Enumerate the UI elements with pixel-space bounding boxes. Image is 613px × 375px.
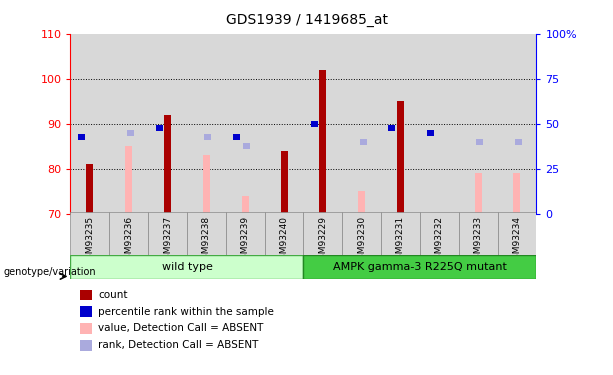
Bar — [80, 306, 92, 317]
Bar — [125, 146, 132, 214]
Text: GSM93232: GSM93232 — [435, 216, 444, 265]
Bar — [427, 130, 434, 136]
Text: GSM93236: GSM93236 — [124, 216, 133, 266]
Bar — [187, 34, 226, 214]
Bar — [420, 34, 459, 214]
Text: rank, Detection Call = ABSENT: rank, Detection Call = ABSENT — [98, 340, 259, 350]
Text: GSM93240: GSM93240 — [280, 216, 289, 265]
Text: genotype/variation: genotype/variation — [3, 267, 96, 277]
Bar — [187, 212, 226, 255]
Bar — [156, 125, 162, 131]
Text: GSM93239: GSM93239 — [241, 216, 249, 266]
Bar — [226, 212, 265, 255]
Bar — [203, 155, 210, 214]
Bar — [303, 212, 342, 255]
Text: GSM93233: GSM93233 — [474, 216, 482, 266]
Bar — [80, 290, 92, 300]
Bar — [148, 212, 187, 255]
Text: GDS1939 / 1419685_at: GDS1939 / 1419685_at — [226, 13, 387, 27]
Bar — [303, 34, 342, 214]
Bar — [242, 196, 249, 214]
Bar — [514, 173, 520, 214]
Bar — [420, 212, 459, 255]
Bar — [381, 212, 420, 255]
Bar — [476, 139, 483, 145]
Text: AMPK gamma-3 R225Q mutant: AMPK gamma-3 R225Q mutant — [333, 262, 507, 272]
Bar — [342, 34, 381, 214]
Bar — [148, 34, 187, 214]
Bar — [474, 173, 482, 214]
Bar — [397, 101, 404, 214]
Text: value, Detection Call = ABSENT: value, Detection Call = ABSENT — [98, 324, 264, 333]
Bar — [319, 70, 326, 214]
Bar — [342, 212, 381, 255]
Bar — [226, 34, 265, 214]
Bar — [70, 255, 303, 279]
Bar — [265, 34, 303, 214]
Bar — [498, 212, 536, 255]
Bar — [303, 255, 536, 279]
Bar — [459, 34, 498, 214]
Bar — [109, 34, 148, 214]
Bar — [80, 323, 92, 334]
Bar — [265, 212, 303, 255]
Bar — [70, 212, 109, 255]
Text: GSM93237: GSM93237 — [163, 216, 172, 266]
Text: percentile rank within the sample: percentile rank within the sample — [98, 307, 274, 316]
Text: GSM93231: GSM93231 — [396, 216, 405, 266]
Bar — [243, 143, 250, 149]
Text: GSM93230: GSM93230 — [357, 216, 366, 266]
Bar — [127, 130, 134, 136]
Bar — [459, 212, 498, 255]
Bar — [78, 134, 85, 140]
Bar — [311, 121, 318, 127]
Text: wild type: wild type — [162, 262, 212, 272]
Bar — [109, 212, 148, 255]
Bar — [358, 191, 365, 214]
Bar — [164, 115, 171, 214]
Text: count: count — [98, 290, 128, 300]
Bar — [381, 34, 420, 214]
Bar — [205, 134, 211, 140]
Bar — [70, 34, 109, 214]
Text: GSM93234: GSM93234 — [512, 216, 522, 265]
Bar — [233, 134, 240, 140]
Text: GSM93235: GSM93235 — [85, 216, 94, 266]
Bar — [86, 164, 93, 214]
Bar — [498, 34, 536, 214]
Bar — [281, 151, 287, 214]
Text: GSM93238: GSM93238 — [202, 216, 211, 266]
Text: GSM93229: GSM93229 — [318, 216, 327, 265]
Bar — [515, 139, 522, 145]
Bar — [360, 139, 367, 145]
Bar — [80, 340, 92, 351]
Bar — [389, 125, 395, 131]
